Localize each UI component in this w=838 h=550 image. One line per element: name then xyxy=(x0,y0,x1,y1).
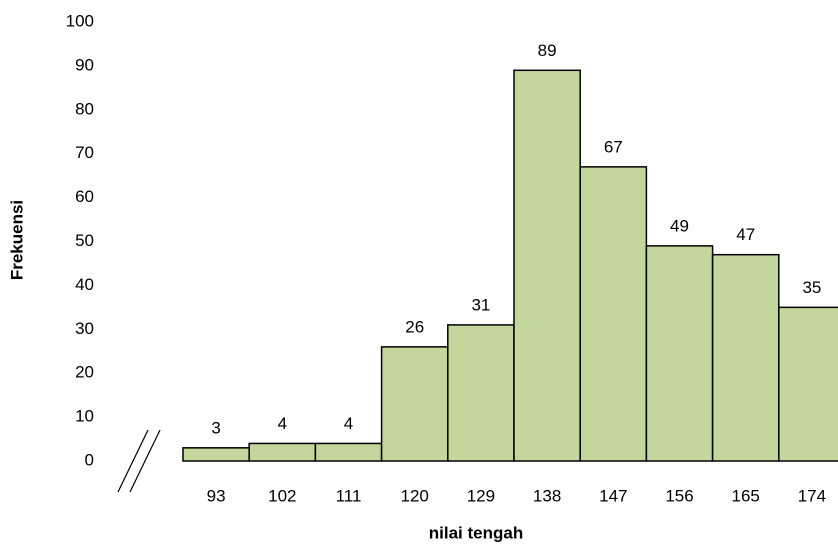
x-tick-label: 120 xyxy=(401,486,429,505)
y-tick-label: 0 xyxy=(85,450,94,469)
data-label: 49 xyxy=(670,216,689,235)
data-label: 89 xyxy=(538,41,557,60)
x-tick-label: 165 xyxy=(732,486,760,505)
bar xyxy=(314,442,383,462)
x-tick-label: 138 xyxy=(533,486,561,505)
bar xyxy=(248,442,317,462)
x-axis-label: nilai tengah xyxy=(429,523,523,542)
y-tick-label: 30 xyxy=(75,319,94,338)
x-tick-label: 111 xyxy=(336,486,362,505)
data-label: 4 xyxy=(344,414,353,433)
y-tick-label: 80 xyxy=(75,99,94,118)
data-label: 35 xyxy=(802,278,821,297)
x-tick-label: 156 xyxy=(665,486,693,505)
y-tick-label: 70 xyxy=(75,143,94,162)
y-tick-label: 10 xyxy=(75,407,94,426)
x-tick-label: 102 xyxy=(268,486,296,505)
data-label: 31 xyxy=(471,295,490,314)
bar xyxy=(579,166,648,462)
axis-break xyxy=(117,429,161,493)
y-axis-label: Frekuensi xyxy=(7,200,26,280)
x-tick-label: 93 xyxy=(207,486,226,505)
bar xyxy=(778,306,838,462)
bar xyxy=(182,447,250,462)
bar xyxy=(380,346,449,462)
data-label: 47 xyxy=(736,225,755,244)
data-label: 67 xyxy=(604,137,623,156)
y-tick-label: 90 xyxy=(75,55,94,74)
y-tick-label: 60 xyxy=(75,187,94,206)
x-tick-label: 147 xyxy=(599,486,627,505)
data-label: 4 xyxy=(278,414,287,433)
bar xyxy=(513,69,581,462)
y-tick-label: 40 xyxy=(75,275,94,294)
y-tick-label: 20 xyxy=(75,363,94,382)
bar xyxy=(645,245,714,462)
x-tick-label: 174 xyxy=(798,486,826,505)
data-label: 26 xyxy=(405,317,424,336)
y-tick-label: 50 xyxy=(75,231,94,250)
y-tick-label: 100 xyxy=(66,11,94,30)
bar xyxy=(447,324,515,462)
data-label: 3 xyxy=(211,418,220,437)
x-tick-label: 129 xyxy=(467,486,495,505)
bar xyxy=(711,253,780,462)
